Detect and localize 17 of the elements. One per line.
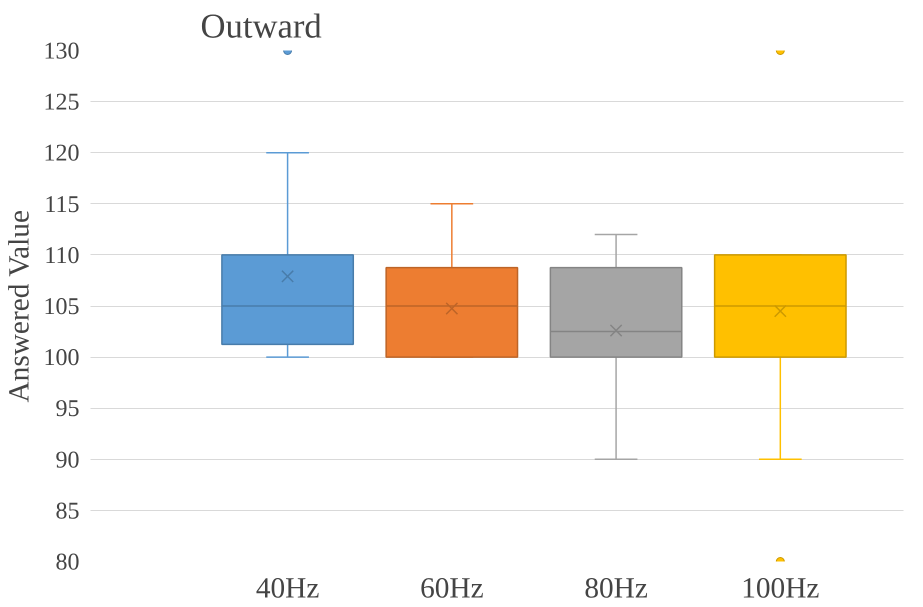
y-tick-label: 85 xyxy=(56,498,80,524)
x-tick-label: 40Hz xyxy=(256,572,320,604)
y-tick-label: 115 xyxy=(44,192,80,218)
y-axis-title: Answered Value xyxy=(4,210,36,403)
y-tick-label: 90 xyxy=(56,447,80,474)
y-tick-label: 105 xyxy=(44,294,80,320)
x-tick-label: 60Hz xyxy=(420,572,484,604)
y-tick-label: 110 xyxy=(44,242,80,269)
x-tick-label: 80Hz xyxy=(584,572,648,604)
y-tick-label: 100 xyxy=(44,345,80,372)
y-tick-label: 130 xyxy=(44,38,80,64)
chart-title: Outward xyxy=(200,8,322,46)
y-tick-label: 125 xyxy=(44,90,80,116)
y-tick-label: 120 xyxy=(44,140,80,167)
x-tick-label: 100Hz xyxy=(741,572,820,604)
y-tick-label: 95 xyxy=(56,396,80,422)
y-tick-label: 80 xyxy=(56,550,80,576)
